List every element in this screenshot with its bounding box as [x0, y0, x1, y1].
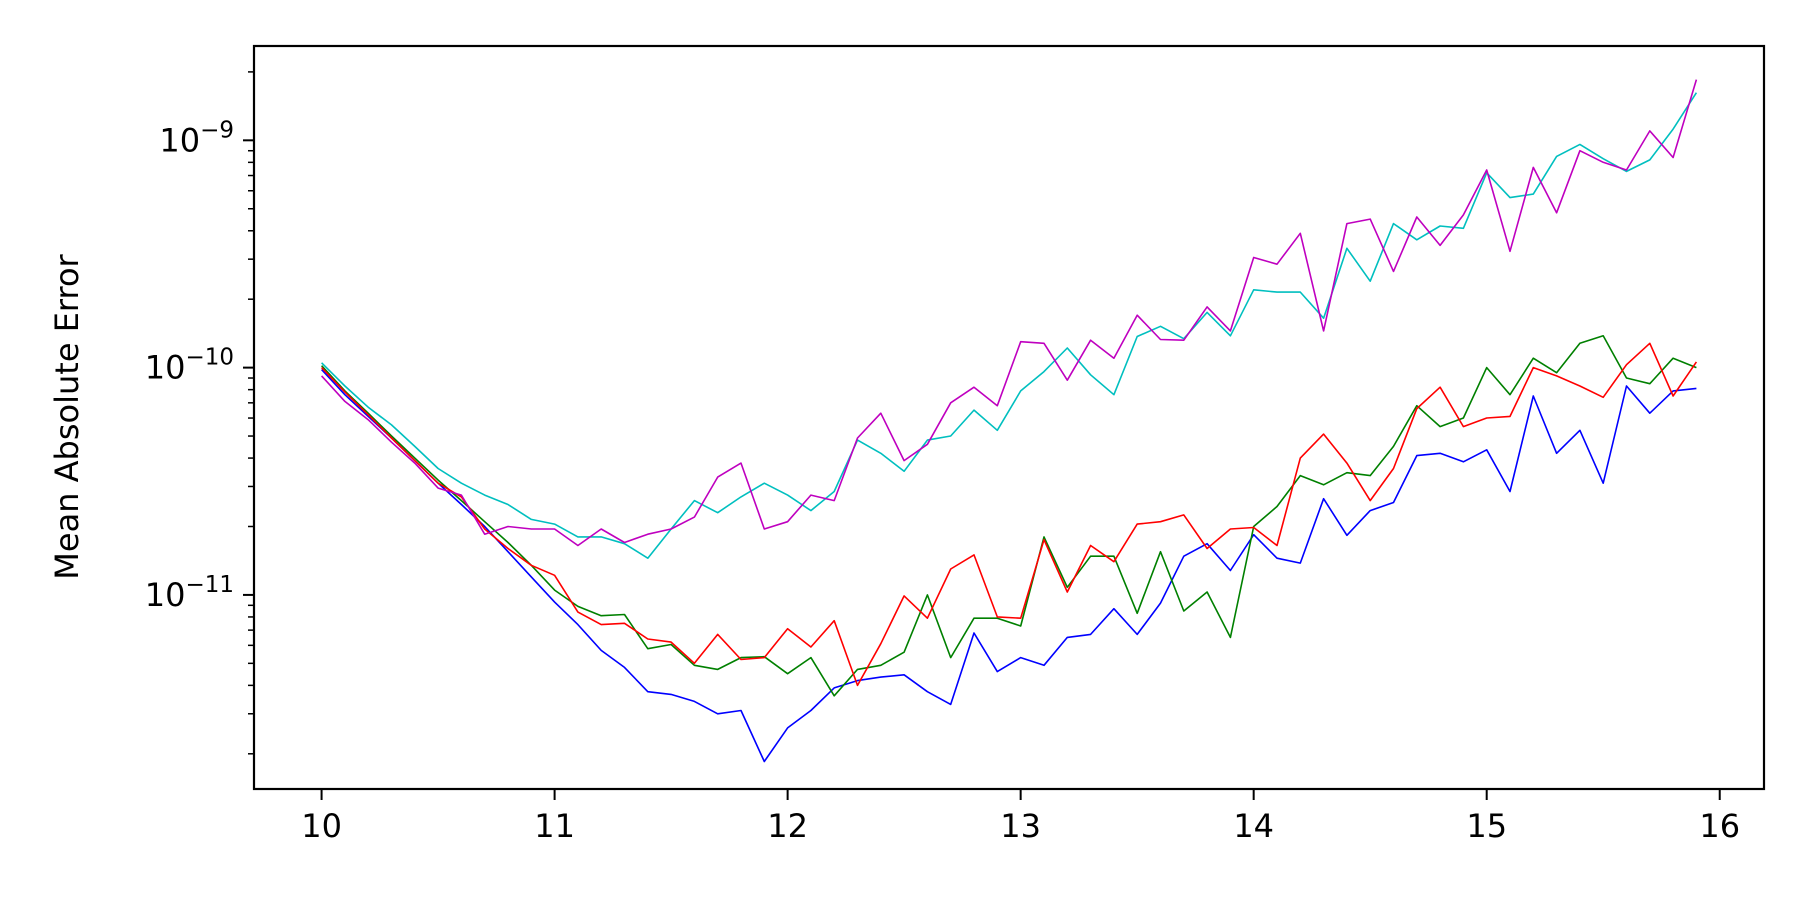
x-tick-label: 11 — [534, 807, 575, 845]
series-line-2 — [321, 334, 1697, 697]
series-line-5 — [321, 79, 1698, 547]
x-tick-label: 10 — [301, 807, 342, 845]
y-axis-label: Mean Absolute Error — [48, 253, 86, 579]
y-tick-label: 10−9 — [159, 117, 234, 159]
x-tick-label: 12 — [767, 807, 808, 845]
series-layer — [321, 79, 1698, 763]
series-line-1 — [321, 369, 1697, 763]
x-tick-label: 14 — [1233, 807, 1274, 845]
x-ticks: 10 11 12 13 14 15 16 — [301, 789, 1740, 845]
series-line-3 — [321, 342, 1698, 687]
y-major-ticks: 10−11 10−10 10−9 — [145, 117, 254, 614]
y-tick-label: 10−11 — [145, 572, 234, 614]
y-tick-label: 10−10 — [145, 345, 234, 387]
plot-frame — [252, 44, 1766, 791]
series-line-4 — [321, 92, 1698, 560]
x-tick-label: 13 — [1000, 807, 1041, 845]
x-tick-label: 16 — [1699, 807, 1740, 845]
x-tick-label: 15 — [1466, 807, 1507, 845]
